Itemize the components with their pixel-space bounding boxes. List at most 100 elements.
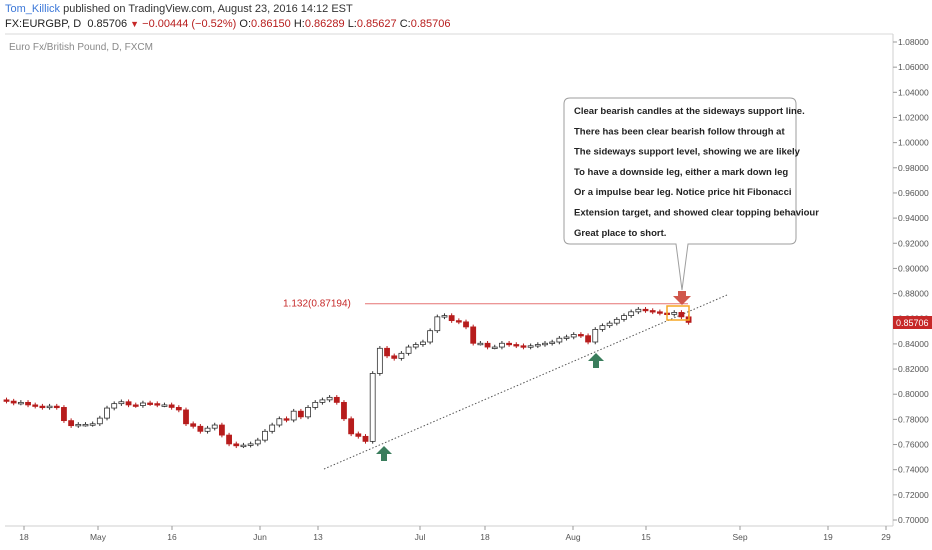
candle-body	[506, 342, 513, 346]
last-price-tag	[893, 316, 932, 329]
annotation-line: Great place to short.	[574, 228, 666, 239]
annotation-line: There has been clear bearish follow thro…	[574, 126, 785, 137]
candle-body	[556, 337, 563, 343]
symbol-label: FX:EURGBP, D	[5, 18, 82, 30]
author-link[interactable]: Tom_Killick	[5, 3, 61, 15]
candle-body	[204, 427, 211, 432]
x-tick-label: 18	[480, 532, 490, 542]
x-tick-label: Jul	[415, 532, 426, 542]
up-arrow-icon	[376, 446, 392, 461]
candle-body	[542, 342, 548, 346]
candle-body	[391, 355, 398, 359]
topping-highlight-box[interactable]	[666, 305, 690, 321]
candle-body	[534, 344, 541, 347]
x-tick-label: Aug	[565, 532, 580, 542]
y-tick-label: 1.00000	[898, 138, 929, 148]
candle-body	[161, 404, 168, 407]
candle-body	[68, 420, 75, 427]
open-value: 0.86150	[251, 18, 291, 30]
y-tick-label: 0.80000	[898, 389, 929, 399]
candle-body	[592, 329, 599, 343]
last-price: 0.85706	[87, 18, 128, 30]
x-tick-label: Sep	[732, 532, 747, 542]
candle-body	[513, 344, 520, 347]
y-tick-label: 0.94000	[898, 213, 929, 223]
x-tick-label: 19	[823, 532, 833, 542]
candle-body	[455, 320, 462, 323]
candle-body	[649, 310, 656, 313]
candle-body	[384, 347, 390, 357]
candle-body	[283, 418, 290, 421]
candle-body	[376, 347, 383, 374]
candle-body	[355, 433, 362, 437]
candle-body	[642, 308, 649, 312]
support-trendline[interactable]	[323, 294, 728, 470]
fib-extension-label: 1.132(0.87194)	[283, 299, 351, 310]
candle-body	[247, 443, 254, 446]
y-tick-label: 0.96000	[898, 188, 929, 198]
time-axis: 18 May 16 Jun 13 Jul 18 Aug 15 Sep 19 29	[19, 526, 891, 542]
candle-body	[147, 402, 154, 405]
y-tick-label: 0.90000	[898, 263, 929, 273]
down-triangle-icon: ▼	[130, 19, 140, 29]
candle-body	[211, 424, 218, 429]
candle-body	[312, 401, 319, 408]
down-arrow-icon	[673, 291, 691, 305]
candle-body	[25, 401, 31, 406]
x-tick-label: 18	[19, 532, 29, 542]
x-tick-label: May	[90, 532, 107, 542]
candle-body	[190, 423, 197, 427]
y-tick-label: 0.92000	[898, 238, 929, 248]
y-tick-label: 0.74000	[898, 465, 929, 475]
candle-body	[118, 401, 125, 405]
candle-body	[621, 315, 627, 320]
candle-body	[75, 423, 82, 427]
annotation-callout[interactable]: Clear bearish candles at the sideways su…	[563, 97, 819, 291]
y-tick-label: 0.72000	[898, 490, 929, 500]
candle-body	[240, 444, 247, 448]
candle-body	[104, 407, 110, 419]
published-text: published on TradingView.com, August 23,…	[63, 3, 353, 15]
candle-body	[441, 315, 448, 318]
candle-body	[585, 335, 591, 343]
y-tick-label: 0.98000	[898, 163, 929, 173]
candle-body	[233, 443, 240, 447]
close-value: 0.85706	[410, 18, 451, 30]
publish-line: Tom_Killick published on TradingView.com…	[5, 3, 353, 15]
candle-body	[125, 401, 132, 406]
x-tick-label: 16	[167, 532, 177, 542]
chart-title: Euro Fx/British Pound, D, FXCM	[9, 42, 153, 53]
candle-body	[96, 417, 103, 425]
y-tick-label: 1.04000	[898, 87, 929, 97]
candle-body	[140, 402, 146, 406]
candle-body	[398, 352, 405, 359]
candle-body	[599, 325, 606, 330]
low-value: 0.85627	[356, 18, 397, 30]
up-arrow-icon	[588, 353, 604, 368]
y-tick-label: 1.02000	[898, 112, 929, 122]
chart-header: Tom_Killick published on TradingView.com…	[0, 0, 932, 34]
candle-body	[628, 311, 635, 316]
candle-body	[276, 418, 283, 426]
candle-body	[254, 439, 261, 445]
candle-body	[369, 373, 376, 442]
annotation-line: To have a downside leg, either a mark do…	[574, 167, 788, 178]
annotation-line: Clear bearish candles at the sideways su…	[574, 106, 805, 117]
candle-body	[46, 405, 53, 409]
candle-body	[3, 399, 10, 402]
candle-body	[499, 342, 505, 348]
close-label: C:	[399, 18, 411, 30]
candle-body	[570, 334, 577, 338]
candle-body	[549, 341, 556, 344]
candle-body	[89, 423, 96, 426]
candle-body	[154, 403, 161, 406]
candle-body	[348, 418, 355, 435]
candle-body	[226, 434, 232, 445]
candle-body	[326, 396, 333, 401]
annotation-line: The sideways support level, showing we a…	[574, 147, 801, 158]
y-tick-label: 1.08000	[898, 37, 929, 47]
candle-body	[218, 424, 225, 436]
candle-body	[448, 315, 455, 322]
candle-body	[463, 321, 469, 328]
